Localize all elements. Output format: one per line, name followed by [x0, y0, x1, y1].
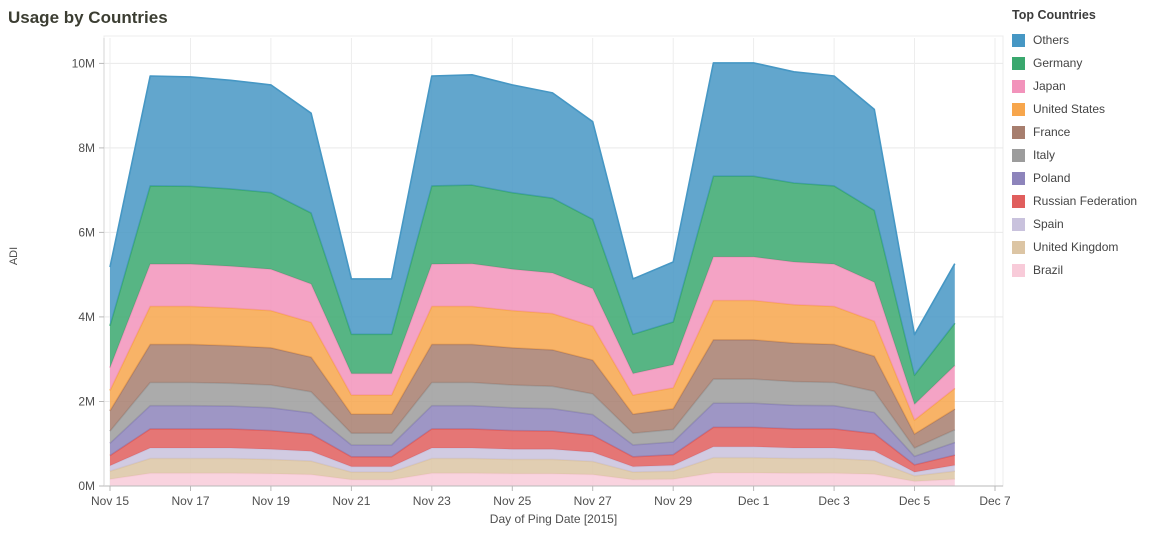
- area-germany[interactable]: [110, 176, 955, 405]
- x-tick-label: Dec 7: [979, 494, 1010, 508]
- legend-label: Brazil: [1033, 263, 1064, 277]
- legend: Top Countries Others Germany Japan United S…: [1012, 8, 1160, 286]
- y-tick-label: 0M: [78, 479, 95, 493]
- legend-label: France: [1033, 125, 1071, 139]
- area-japan[interactable]: [110, 256, 955, 421]
- area-united-kingdom[interactable]: [110, 457, 955, 482]
- legend-item-poland[interactable]: Poland: [1012, 171, 1160, 185]
- legend-label: United States: [1033, 102, 1106, 116]
- legend-label: Germany: [1033, 56, 1083, 70]
- x-tick-label: Nov 15: [91, 494, 129, 508]
- legend-swatch-russian-federation: [1012, 194, 1025, 208]
- legend-item-united-kingdom[interactable]: United Kingdom: [1012, 240, 1160, 254]
- legend-swatch-japan: [1012, 79, 1025, 93]
- legend-swatch-spain: [1012, 217, 1025, 231]
- area-france[interactable]: [110, 339, 955, 448]
- x-tick-label: Nov 17: [171, 494, 209, 508]
- area-russian-federation[interactable]: [110, 427, 955, 473]
- y-tick-label: 8M: [78, 141, 95, 155]
- legend-title: Top Countries: [1012, 8, 1096, 22]
- legend-label: Italy: [1033, 148, 1056, 162]
- x-axis-title: Day of Ping Date [2015]: [489, 512, 618, 526]
- legend-swatch-united-kingdom: [1012, 240, 1025, 254]
- legend-item-france[interactable]: France: [1012, 125, 1160, 139]
- chart-title: Usage by Countries: [8, 8, 168, 27]
- legend-swatch-united-states: [1012, 102, 1025, 116]
- x-tick-label: Nov 23: [413, 494, 451, 508]
- y-tick-label: 6M: [78, 225, 95, 239]
- legend-label: Spain: [1033, 217, 1064, 231]
- legend-label: Japan: [1033, 79, 1066, 93]
- area-others[interactable]: [110, 62, 955, 376]
- legend-items: Others Germany Japan United States France Ita…: [1012, 33, 1160, 277]
- legend-swatch-italy: [1012, 148, 1025, 162]
- area-border-others: [109, 62, 956, 336]
- legend-swatch-poland: [1012, 171, 1025, 185]
- area-italy[interactable]: [110, 379, 955, 457]
- x-tick-label: Nov 29: [654, 494, 692, 508]
- area-spain[interactable]: [110, 446, 955, 476]
- legend-swatch-others: [1012, 33, 1025, 47]
- legend-item-germany[interactable]: Germany: [1012, 56, 1160, 70]
- legend-item-russian-federation[interactable]: Russian Federation: [1012, 194, 1160, 208]
- x-tick-label: Dec 5: [899, 494, 931, 508]
- legend-item-spain[interactable]: Spain: [1012, 217, 1160, 231]
- area-brazil[interactable]: [110, 472, 955, 486]
- x-tick-label: Nov 25: [493, 494, 531, 508]
- legend-label: Russian Federation: [1033, 194, 1138, 208]
- legend-item-others[interactable]: Others: [1012, 33, 1160, 47]
- stacked-area-plot: 0M 2M 4M 6M 8M 10M Nov 15 Nov 17 Nov 19 Nov 21 Nov…: [72, 35, 1010, 508]
- legend-item-brazil[interactable]: Brazil: [1012, 263, 1160, 277]
- legend-swatch-germany: [1012, 56, 1025, 70]
- x-tick-label: Nov 27: [574, 494, 612, 508]
- y-axis-title: ADI: [8, 246, 20, 266]
- legend-item-japan[interactable]: Japan: [1012, 79, 1160, 93]
- x-tick-label: Nov 19: [252, 494, 290, 508]
- legend-label: United Kingdom: [1033, 240, 1119, 254]
- legend-swatch-brazil: [1012, 263, 1025, 277]
- legend-label: Others: [1033, 33, 1070, 47]
- legend-item-united-states[interactable]: United States: [1012, 102, 1160, 116]
- y-tick-label: 2M: [78, 395, 95, 409]
- x-tick-label: Dec 1: [738, 494, 770, 508]
- y-tick-label: 4M: [78, 310, 95, 324]
- legend-item-italy[interactable]: Italy: [1012, 148, 1160, 162]
- y-tick-label: 10M: [72, 56, 95, 70]
- legend-swatch-france: [1012, 125, 1025, 139]
- area-poland[interactable]: [110, 403, 955, 465]
- x-tick-label: Nov 21: [332, 494, 370, 508]
- legend-label: Poland: [1033, 171, 1071, 185]
- x-tick-label: Dec 3: [818, 494, 850, 508]
- area-united-states[interactable]: [110, 300, 955, 435]
